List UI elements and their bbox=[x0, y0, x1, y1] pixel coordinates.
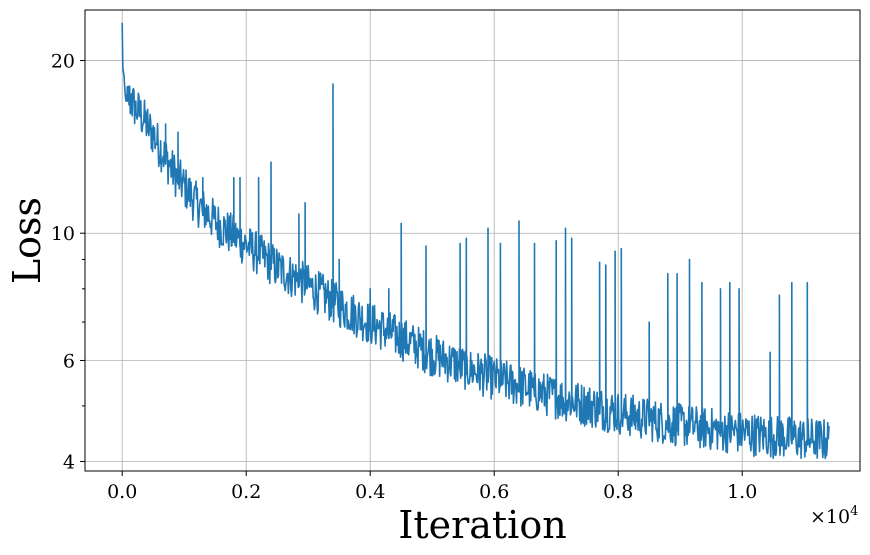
x-tick-label: 0.2 bbox=[231, 481, 261, 503]
x-offset-base: ×10 bbox=[810, 506, 850, 528]
x-axis: 0.0 0.2 0.4 0.6 0.8 1.0 bbox=[107, 471, 757, 503]
y-axis: 4 6 10 20 bbox=[51, 51, 85, 473]
x-tick-label: 1.0 bbox=[727, 481, 757, 503]
x-axis-offset-text: ×104 bbox=[810, 504, 858, 528]
x-offset-exponent: 4 bbox=[850, 504, 858, 519]
plot-frame bbox=[84, 9, 861, 472]
y-tick-label: 4 bbox=[63, 451, 75, 473]
loss-series-line bbox=[121, 22, 830, 460]
y-tick-label: 10 bbox=[51, 223, 75, 245]
x-tick-label: 0.4 bbox=[355, 481, 385, 503]
y-tick-label: 20 bbox=[51, 51, 75, 73]
plot-area bbox=[121, 22, 830, 460]
grid-lines bbox=[85, 10, 860, 471]
x-tick-label: 0.0 bbox=[107, 481, 137, 503]
y-axis-title: Loss bbox=[5, 197, 49, 284]
series-layer bbox=[121, 22, 830, 460]
x-tick-label: 0.6 bbox=[479, 481, 509, 503]
x-tick-label: 0.8 bbox=[603, 481, 633, 503]
x-axis-title: Iteration bbox=[398, 503, 566, 547]
y-tick-label: 6 bbox=[63, 350, 75, 372]
